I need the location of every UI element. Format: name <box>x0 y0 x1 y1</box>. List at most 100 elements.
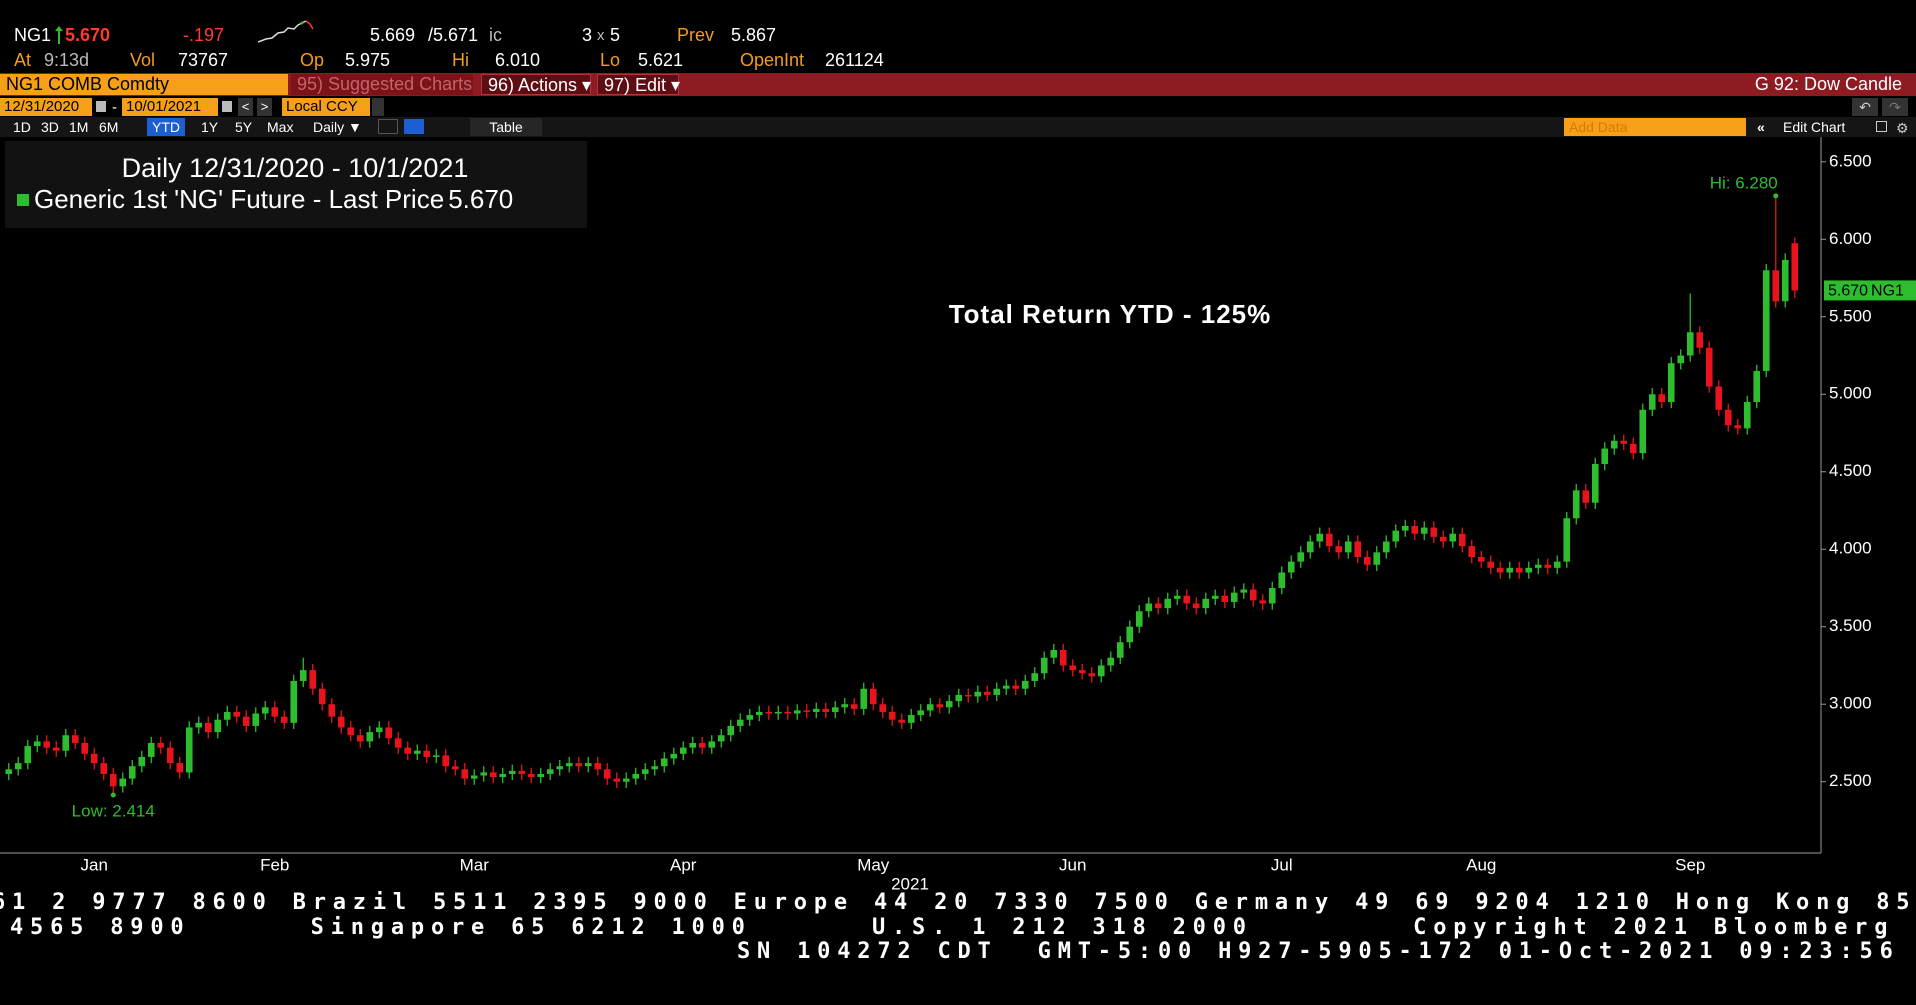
candle-body <box>62 735 70 751</box>
candle-body <box>717 735 725 742</box>
undo-button[interactable]: ↶ <box>1852 98 1878 116</box>
prev: 5.867 <box>731 25 777 45</box>
candle-body <box>546 769 554 774</box>
candle-body <box>1629 443 1637 454</box>
table-button[interactable]: Table <box>470 118 542 136</box>
period-button[interactable]: Max <box>267 119 294 135</box>
period-button[interactable]: 3D <box>41 119 59 135</box>
candle-body <box>898 719 906 723</box>
candle-body <box>451 766 459 770</box>
candle-body <box>1610 440 1618 449</box>
period-button[interactable]: 1D <box>13 119 31 135</box>
high-label: Hi: 6.280 <box>1710 173 1778 192</box>
currency-dropdown[interactable] <box>372 98 384 116</box>
chart-title: Daily 12/31/2020 - 10/1/2021 <box>122 153 469 183</box>
up-arrow-icon <box>55 26 63 44</box>
candle-body <box>1031 673 1039 681</box>
legend-name: Generic 1st 'NG' Future - Last Price <box>34 184 444 214</box>
candle-body <box>1363 556 1371 565</box>
actions-menu[interactable]: 96) Actions ▾ <box>481 74 591 95</box>
candle-body <box>1145 603 1153 612</box>
edit-menu[interactable]: 97) Edit ▾ <box>597 74 680 95</box>
op-label: Op <box>300 50 325 70</box>
candle-body <box>1373 552 1381 565</box>
end-date-field[interactable]: 10/01/2021 <box>122 98 218 116</box>
prev-button[interactable]: < <box>238 98 253 116</box>
x-tick-label: May <box>857 855 890 874</box>
candle-body <box>613 778 621 782</box>
candle-body <box>271 707 279 717</box>
candle-body <box>185 727 193 773</box>
calendar-icon[interactable] <box>96 101 106 112</box>
suggested-charts-button[interactable]: 95) Suggested Charts <box>291 74 473 95</box>
candle-body <box>1696 332 1704 348</box>
candle-body <box>1335 546 1343 553</box>
candle-body <box>1401 525 1409 531</box>
candle-body <box>385 727 393 739</box>
candle-style-button[interactable] <box>404 119 424 134</box>
candle-body <box>888 711 896 720</box>
candle-body <box>1458 533 1466 547</box>
candle-body <box>423 750 431 757</box>
settings-icon[interactable]: ⚙ <box>1896 120 1909 136</box>
candle-body <box>1202 598 1210 609</box>
legend-entry: Generic 1st 'NG' Future - Last Price 5.67… <box>34 184 513 214</box>
candle-body <box>1601 448 1609 465</box>
candle-body <box>1088 673 1096 677</box>
candle-body <box>470 775 478 779</box>
candle-body <box>1306 541 1314 553</box>
period-button[interactable]: 6M <box>99 119 119 135</box>
security-field[interactable]: NG1 COMB Comdty <box>0 74 288 95</box>
calendar-icon[interactable] <box>222 101 232 112</box>
candle-body <box>1078 670 1086 674</box>
candle-body <box>955 694 963 702</box>
candle-body <box>537 773 545 778</box>
redo-button[interactable]: ↷ <box>1882 98 1908 116</box>
expand-icon[interactable] <box>1876 121 1887 132</box>
line-style-button[interactable] <box>378 119 398 134</box>
candle-body <box>1506 567 1514 573</box>
candle-body <box>1192 603 1200 609</box>
candle-body <box>1164 598 1172 609</box>
candle-body <box>128 766 136 779</box>
candle-body <box>461 769 469 779</box>
next-button[interactable]: > <box>257 98 272 116</box>
frequency-dropdown[interactable]: Daily ▼ <box>313 119 362 135</box>
candle-body <box>641 769 649 774</box>
candle-body <box>375 727 383 733</box>
at-label: At <box>14 50 32 70</box>
period-button[interactable]: 5Y <box>235 119 253 135</box>
candle-body <box>1021 680 1029 689</box>
candle-body <box>394 738 402 748</box>
candle-body <box>1221 595 1229 602</box>
y-tick-label: 4.500 <box>1829 461 1872 480</box>
period-button[interactable]: 1Y <box>201 119 219 135</box>
candle-body <box>936 704 944 708</box>
bid-size: 3 <box>582 25 593 45</box>
hi-label: Hi <box>452 50 469 70</box>
y-tick-label: 3.000 <box>1829 694 1872 713</box>
start-date-field[interactable]: 12/31/2020 <box>0 98 92 116</box>
ask-size: 5 <box>610 25 621 45</box>
candle-body <box>1126 626 1134 643</box>
bid: 5.669 <box>370 25 416 45</box>
candle-body <box>1392 530 1400 542</box>
edit-chart-button[interactable]: Edit Chart <box>1783 119 1846 135</box>
candle-body <box>1430 527 1438 537</box>
candle-body <box>1563 518 1571 562</box>
candle-body <box>850 704 858 709</box>
candle-body <box>670 753 678 759</box>
currency-field[interactable]: Local CCY <box>282 98 370 116</box>
sparkline-icon <box>258 20 314 43</box>
period-button[interactable]: YTD <box>147 118 185 136</box>
candle-body <box>1734 425 1742 429</box>
change: -.197 <box>183 25 225 45</box>
candle-body <box>1259 600 1267 604</box>
x-tick-label: Jun <box>1059 855 1086 874</box>
period-button[interactable]: 1M <box>69 119 89 135</box>
candle-body <box>328 704 336 717</box>
ask: /5.671 <box>428 25 479 45</box>
collapse-button[interactable]: « <box>1757 119 1765 135</box>
add-data-field[interactable]: Add Data <box>1564 118 1746 136</box>
x-tick-label: Sep <box>1675 855 1705 874</box>
